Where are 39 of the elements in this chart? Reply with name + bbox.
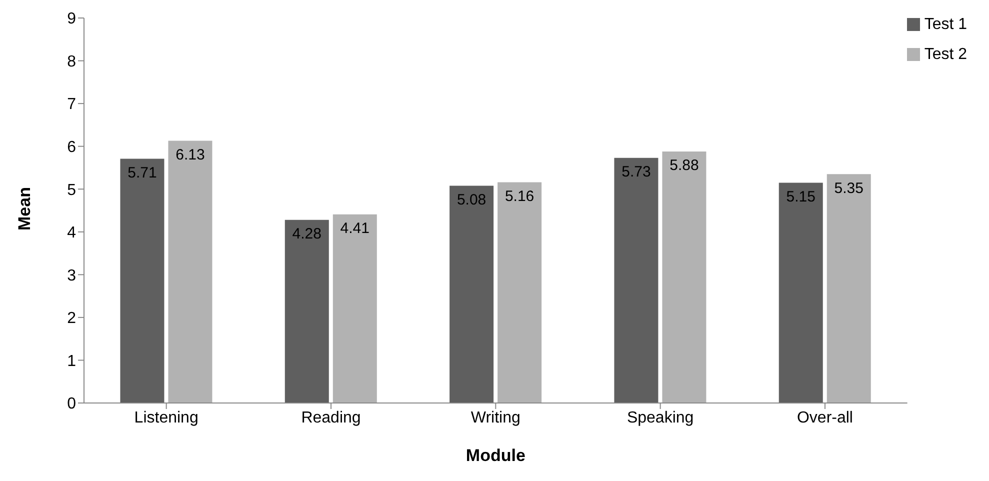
bar: [120, 158, 164, 403]
data-label: 5.08: [456, 191, 486, 208]
data-label: 4.28: [292, 226, 322, 243]
y-tick-label: 1: [67, 352, 76, 370]
x-tick-label: Speaking: [626, 409, 694, 426]
bar: [778, 182, 823, 403]
x-tick-label: Writing: [470, 409, 520, 426]
data-label: 5.15: [786, 188, 816, 206]
y-tick-label: 9: [67, 10, 76, 28]
y-tick-label: 0: [67, 396, 76, 413]
data-label: 5.71: [128, 164, 157, 182]
legend-label: Test 2: [924, 46, 967, 63]
y-tick-label: 7: [67, 96, 76, 114]
y-tick-label: 5: [67, 182, 76, 199]
y-axis-title: Mean: [15, 187, 34, 230]
data-label: 5.16: [504, 188, 534, 205]
bar: [332, 214, 377, 403]
data-label: 5.73: [622, 164, 651, 181]
bar: [662, 151, 706, 403]
legend-label: Test 1: [924, 16, 967, 33]
bar: [498, 182, 542, 403]
y-tick-label: 4: [67, 224, 76, 242]
x-tick-label: Over-all: [796, 409, 853, 426]
bar: [450, 186, 494, 403]
y-tick-label: 8: [67, 53, 76, 70]
data-label: 5.35: [834, 180, 864, 197]
data-label: 5.88: [670, 157, 699, 174]
bar: [168, 140, 212, 403]
y-tick-label: 6: [67, 139, 76, 156]
x-axis-title: Module: [466, 446, 526, 465]
y-tick-label: 2: [67, 310, 76, 328]
data-label: 6.13: [176, 146, 205, 164]
bar: [614, 158, 658, 403]
bar: [826, 174, 871, 403]
bar: [284, 220, 329, 403]
data-label: 4.41: [340, 220, 370, 237]
y-tick-label: 3: [67, 267, 76, 284]
x-tick-label: Reading: [301, 409, 361, 426]
x-tick-label: Listening: [134, 409, 198, 426]
